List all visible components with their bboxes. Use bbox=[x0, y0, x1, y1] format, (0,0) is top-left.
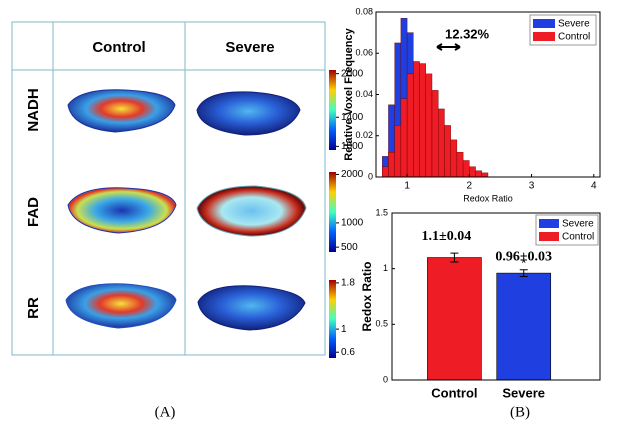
histogram-bar bbox=[469, 166, 476, 178]
colorbar bbox=[329, 280, 336, 358]
row-header: NADH bbox=[25, 88, 42, 131]
colorbar-tick-label: 1.8 bbox=[341, 278, 355, 289]
histogram-bar bbox=[413, 61, 420, 178]
error-bar bbox=[519, 269, 528, 277]
legend-label: Control bbox=[562, 232, 594, 243]
colorbar-tick-label: 1 bbox=[341, 324, 347, 335]
x-tick-label: 2 bbox=[467, 181, 473, 192]
colorbar-tick-label: 1000 bbox=[341, 218, 364, 229]
x-tick-label: 3 bbox=[529, 181, 535, 192]
histogram-bar bbox=[475, 170, 482, 178]
colorbar-tick-label: 1000 bbox=[341, 141, 364, 152]
x-tick-label: 1 bbox=[404, 181, 410, 192]
y-tick-label: 0.04 bbox=[355, 89, 373, 99]
row-header: FAD bbox=[25, 197, 42, 227]
histogram-bar bbox=[400, 98, 408, 178]
histogram-bar bbox=[481, 172, 489, 178]
annotation: * bbox=[521, 254, 527, 270]
annotation: 12.32% bbox=[445, 26, 490, 41]
histogram-bar bbox=[382, 166, 389, 178]
x-tick-label: Control bbox=[431, 385, 477, 400]
legend-swatch bbox=[539, 232, 559, 241]
y-tick-label: 0 bbox=[368, 171, 373, 181]
y-tick-label: 0.08 bbox=[355, 6, 373, 16]
bar bbox=[427, 257, 482, 381]
colorbar bbox=[329, 70, 336, 150]
x-tick-label: Severe bbox=[502, 385, 545, 400]
histogram-bar bbox=[450, 139, 458, 178]
caption: (A) bbox=[155, 404, 176, 420]
y-axis-label: Redox Ratio bbox=[360, 261, 374, 331]
y-tick-label: 0 bbox=[383, 374, 388, 384]
x-axis-label: Redox Ratio bbox=[463, 193, 513, 203]
bar bbox=[496, 272, 552, 381]
y-tick-label: 1 bbox=[383, 263, 388, 273]
tissue-images bbox=[65, 89, 307, 331]
value-label: 0.96±0.03 bbox=[495, 249, 552, 264]
legend-label: Control bbox=[558, 32, 590, 43]
colorbar bbox=[329, 172, 336, 252]
table-frame bbox=[11, 21, 326, 356]
histogram-bar bbox=[394, 125, 402, 178]
plot-frame bbox=[391, 212, 601, 381]
colorbar-tick-label: 2000 bbox=[341, 68, 364, 79]
column-header: Control bbox=[92, 39, 145, 56]
y-tick-label: 0.02 bbox=[355, 130, 373, 140]
legend-swatch bbox=[539, 219, 559, 228]
y-tick-label: 1.5 bbox=[375, 207, 388, 217]
histogram-bar bbox=[444, 125, 451, 178]
legend-label: Severe bbox=[562, 219, 594, 230]
histogram-bar bbox=[431, 90, 439, 178]
x-tick-label: 4 bbox=[591, 181, 597, 192]
legend-label: Severe bbox=[558, 19, 590, 30]
legend-swatch bbox=[533, 19, 555, 28]
histogram-bar bbox=[425, 73, 433, 178]
legend-swatch bbox=[533, 32, 555, 41]
histogram-bar bbox=[388, 152, 395, 178]
colorbar-tick-label: 0.6 bbox=[341, 347, 355, 358]
histogram-bar bbox=[462, 160, 470, 178]
column-header: Severe bbox=[225, 39, 274, 56]
caption: (B) bbox=[510, 404, 530, 420]
histogram-bar bbox=[406, 73, 414, 178]
y-tick-label: 0.06 bbox=[355, 48, 373, 58]
value-label: 1.1±0.04 bbox=[422, 229, 472, 244]
annotation-arrow bbox=[436, 43, 461, 51]
y-tick-label: 0.5 bbox=[375, 319, 388, 329]
histogram-bar bbox=[419, 63, 426, 178]
row-header: RR bbox=[25, 297, 42, 319]
error-bar bbox=[450, 252, 459, 263]
colorbar-tick-label: 1400 bbox=[341, 112, 364, 123]
histogram-bar bbox=[438, 108, 445, 178]
colorbar-tick-label: 2000 bbox=[341, 169, 364, 180]
histogram-bar bbox=[456, 152, 464, 178]
colorbar-tick-label: 500 bbox=[341, 242, 358, 253]
y-axis-label: Relative Voxel Frequency bbox=[343, 27, 355, 160]
